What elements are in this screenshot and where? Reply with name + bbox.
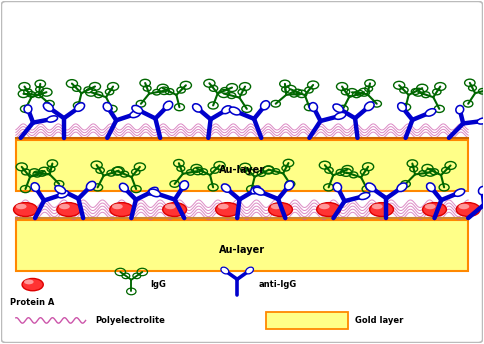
Ellipse shape [456, 203, 480, 216]
Ellipse shape [333, 104, 343, 112]
Ellipse shape [370, 203, 393, 216]
Ellipse shape [426, 183, 435, 192]
Ellipse shape [271, 204, 282, 209]
Ellipse shape [309, 103, 318, 111]
Ellipse shape [479, 186, 484, 195]
Ellipse shape [222, 106, 231, 114]
Text: Gold layer: Gold layer [355, 316, 404, 325]
Ellipse shape [254, 187, 264, 195]
Ellipse shape [103, 103, 112, 111]
Text: Au-layer: Au-layer [219, 246, 265, 256]
Ellipse shape [454, 189, 465, 196]
Ellipse shape [112, 204, 123, 209]
Ellipse shape [333, 183, 342, 192]
Ellipse shape [193, 104, 202, 112]
Ellipse shape [120, 183, 128, 192]
Ellipse shape [218, 204, 228, 209]
Ellipse shape [24, 105, 32, 113]
Text: IgG: IgG [151, 280, 166, 289]
Ellipse shape [260, 101, 270, 110]
Text: Au-layer: Au-layer [219, 165, 265, 175]
Ellipse shape [57, 203, 81, 216]
Ellipse shape [364, 102, 374, 111]
Ellipse shape [423, 203, 446, 216]
Ellipse shape [216, 203, 240, 216]
Ellipse shape [397, 183, 407, 192]
Ellipse shape [334, 112, 346, 119]
Ellipse shape [458, 204, 469, 209]
Ellipse shape [221, 267, 229, 274]
Ellipse shape [251, 186, 260, 194]
Ellipse shape [456, 106, 464, 114]
Ellipse shape [164, 101, 173, 110]
Ellipse shape [14, 203, 37, 216]
Ellipse shape [477, 118, 484, 124]
Ellipse shape [425, 204, 436, 209]
Ellipse shape [319, 204, 330, 209]
Ellipse shape [75, 103, 85, 111]
Ellipse shape [47, 116, 58, 122]
Ellipse shape [148, 187, 158, 195]
Ellipse shape [372, 204, 383, 209]
Ellipse shape [44, 103, 53, 111]
Text: anti-IgG: anti-IgG [259, 280, 297, 289]
Ellipse shape [132, 105, 143, 114]
Ellipse shape [229, 107, 241, 115]
Ellipse shape [58, 191, 68, 198]
Ellipse shape [87, 181, 96, 190]
Ellipse shape [285, 181, 294, 190]
Ellipse shape [359, 193, 370, 200]
Ellipse shape [366, 183, 376, 192]
Ellipse shape [55, 186, 66, 194]
Ellipse shape [317, 203, 341, 216]
Ellipse shape [15, 204, 27, 209]
Ellipse shape [22, 278, 43, 291]
Ellipse shape [165, 204, 176, 209]
Ellipse shape [130, 110, 141, 118]
Ellipse shape [31, 183, 39, 191]
Ellipse shape [425, 109, 436, 116]
Bar [266, 312, 348, 329]
Ellipse shape [245, 267, 254, 274]
Ellipse shape [269, 203, 292, 216]
Ellipse shape [110, 203, 134, 216]
Ellipse shape [180, 181, 188, 190]
Ellipse shape [222, 184, 230, 192]
Ellipse shape [149, 189, 160, 197]
Ellipse shape [59, 204, 70, 209]
Text: Polyelectrolite: Polyelectrolite [95, 316, 165, 325]
Ellipse shape [398, 103, 406, 111]
Text: Protein A: Protein A [11, 298, 55, 307]
Bar [16, 140, 468, 191]
Ellipse shape [24, 279, 33, 284]
Ellipse shape [163, 203, 186, 216]
Bar [16, 220, 468, 271]
